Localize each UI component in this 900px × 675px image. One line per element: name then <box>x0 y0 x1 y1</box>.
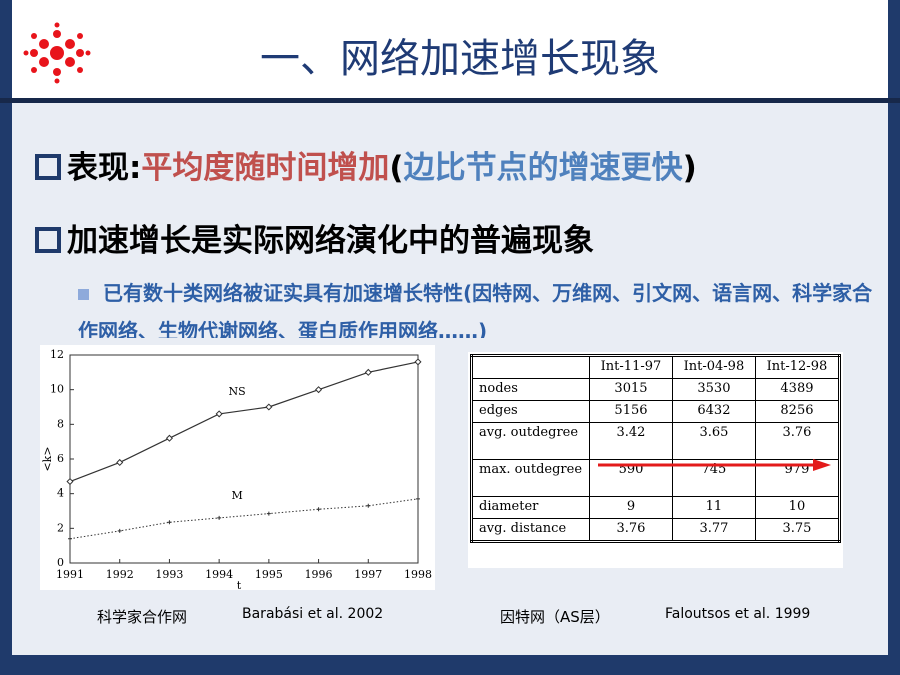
caption: 科学家合作网 <box>97 608 188 626</box>
point <box>366 503 371 508</box>
row-label: avg. outdegree <box>471 422 590 460</box>
table-cell: 3.42 <box>589 422 673 460</box>
point <box>364 368 372 376</box>
x-tick-label: 1992 <box>106 568 134 581</box>
x-tick-label: 1998 <box>404 568 432 581</box>
bullet-text: 表现: <box>67 150 142 186</box>
table-cell: 3.65 <box>671 422 756 460</box>
header-rule <box>0 98 900 103</box>
point <box>215 410 223 418</box>
table-row: diameter 9 11 10 <box>471 496 841 519</box>
point <box>116 458 124 467</box>
slide-title: 一、网络加速增长现象 <box>260 36 660 82</box>
point <box>68 536 72 541</box>
x-tick-label: 1991 <box>56 568 84 581</box>
table-cell: 5156 <box>589 400 673 423</box>
table-panel: Int-11-97 Int-04-98 Int-12-98 nodes 3015 3530… <box>468 352 843 568</box>
x-tick-label: 1994 <box>205 568 233 581</box>
table-cell: 9 <box>589 496 673 519</box>
table-cell: 3.77 <box>671 518 756 542</box>
series-label: NS <box>229 385 246 398</box>
table-header: Int-11-97 Int-04-98 Int-12-98 <box>471 355 841 379</box>
point <box>117 528 122 533</box>
x-tick-label: 1993 <box>155 568 183 581</box>
series-line <box>69 498 419 540</box>
y-tick-label: 8 <box>57 417 64 430</box>
bullet: 加速增长是实际网络演化中的普遍现象 <box>35 215 594 260</box>
table: Int-11-97 Int-04-98 Int-12-98 nodes 3015 3530… <box>470 354 841 543</box>
chart: 0 2 4 6 8 10 12 1991 1992 1993 1994 1995 1996 1997 199… <box>40 345 435 590</box>
table-row: edges 5156 6432 8256 <box>471 400 841 423</box>
table-cell: 3.76 <box>754 422 841 460</box>
point <box>414 358 422 366</box>
series-label: M <box>232 489 243 502</box>
series-line <box>69 361 419 483</box>
arrow <box>598 459 831 471</box>
y-tick-label: 2 <box>57 521 64 534</box>
bullet-text: ) <box>682 150 697 186</box>
table-cell: 6432 <box>671 400 756 423</box>
x-tick-label: 1996 <box>305 568 333 581</box>
table-cell: 3015 <box>589 378 673 401</box>
sub-bullet-text: 已有数十类网络被证实具有加速增长特性(因特网、万维网、引文网、语言网、科学家合作… <box>78 281 873 338</box>
y-tick-label: 6 <box>57 452 64 465</box>
caption: Faloutsos et al. 1999 <box>665 606 811 622</box>
point <box>217 515 222 520</box>
y-tick-label: 10 <box>50 383 64 396</box>
row-label: avg. distance <box>471 518 590 542</box>
table-cell: 3.75 <box>754 518 841 542</box>
point <box>265 403 273 411</box>
table-cell: 8256 <box>754 400 841 423</box>
bullet: 表现:平均度随时间增加(边比节点的增速更快) <box>35 142 697 187</box>
caption: Barabási et al. 2002 <box>242 606 384 622</box>
table-cell: 3.76 <box>589 518 673 542</box>
y-tick-label: 0 <box>57 556 64 569</box>
x-tick-label: 1995 <box>255 568 283 581</box>
corner-cell <box>471 355 590 379</box>
y-tick-label: 4 <box>57 487 64 500</box>
row-label: max. outdegree <box>471 459 590 497</box>
x-tick-label: 1997 <box>354 568 382 581</box>
column-header: Int-04-98 <box>671 355 756 379</box>
bullet-text: ( <box>389 150 404 186</box>
table-cell: 11 <box>671 496 756 519</box>
point <box>315 386 323 394</box>
bullet-text: 边比节点的增速更快 <box>403 150 683 186</box>
point <box>66 477 74 486</box>
column-header: Int-12-98 <box>754 355 841 379</box>
x-axis-label: t <box>237 579 242 590</box>
table-cell: 4389 <box>754 378 841 401</box>
y-axis-label: <k> <box>41 446 54 471</box>
table-row: avg. outdegree 3.42 3.65 3.76 <box>471 422 841 460</box>
point <box>266 511 271 516</box>
header <box>12 0 888 98</box>
point <box>416 496 420 501</box>
table-row: nodes 3015 3530 4389 <box>471 378 841 401</box>
point <box>316 507 321 512</box>
table-cell: 3530 <box>671 378 756 401</box>
row-label: nodes <box>471 378 590 401</box>
column-header: Int-11-97 <box>589 355 673 379</box>
table-cell: 10 <box>754 496 841 519</box>
point <box>167 520 172 525</box>
y-tick-label: 12 <box>50 348 64 361</box>
point <box>165 434 173 442</box>
row-label: diameter <box>471 496 590 519</box>
table-row: avg. distance 3.76 3.77 3.75 <box>471 518 841 542</box>
bullet-text: 加速增长是实际网络演化中的普遍现象 <box>67 223 594 259</box>
logo <box>23 22 91 84</box>
row-label: edges <box>471 400 590 423</box>
caption: 因特网（AS层） <box>500 608 610 626</box>
sub-bullet: 已有数十类网络被证实具有加速增长特性(因特网、万维网、引文网、语言网、科学家合作… <box>78 274 878 338</box>
bullet-text: 平均度随时间增加 <box>141 150 390 186</box>
